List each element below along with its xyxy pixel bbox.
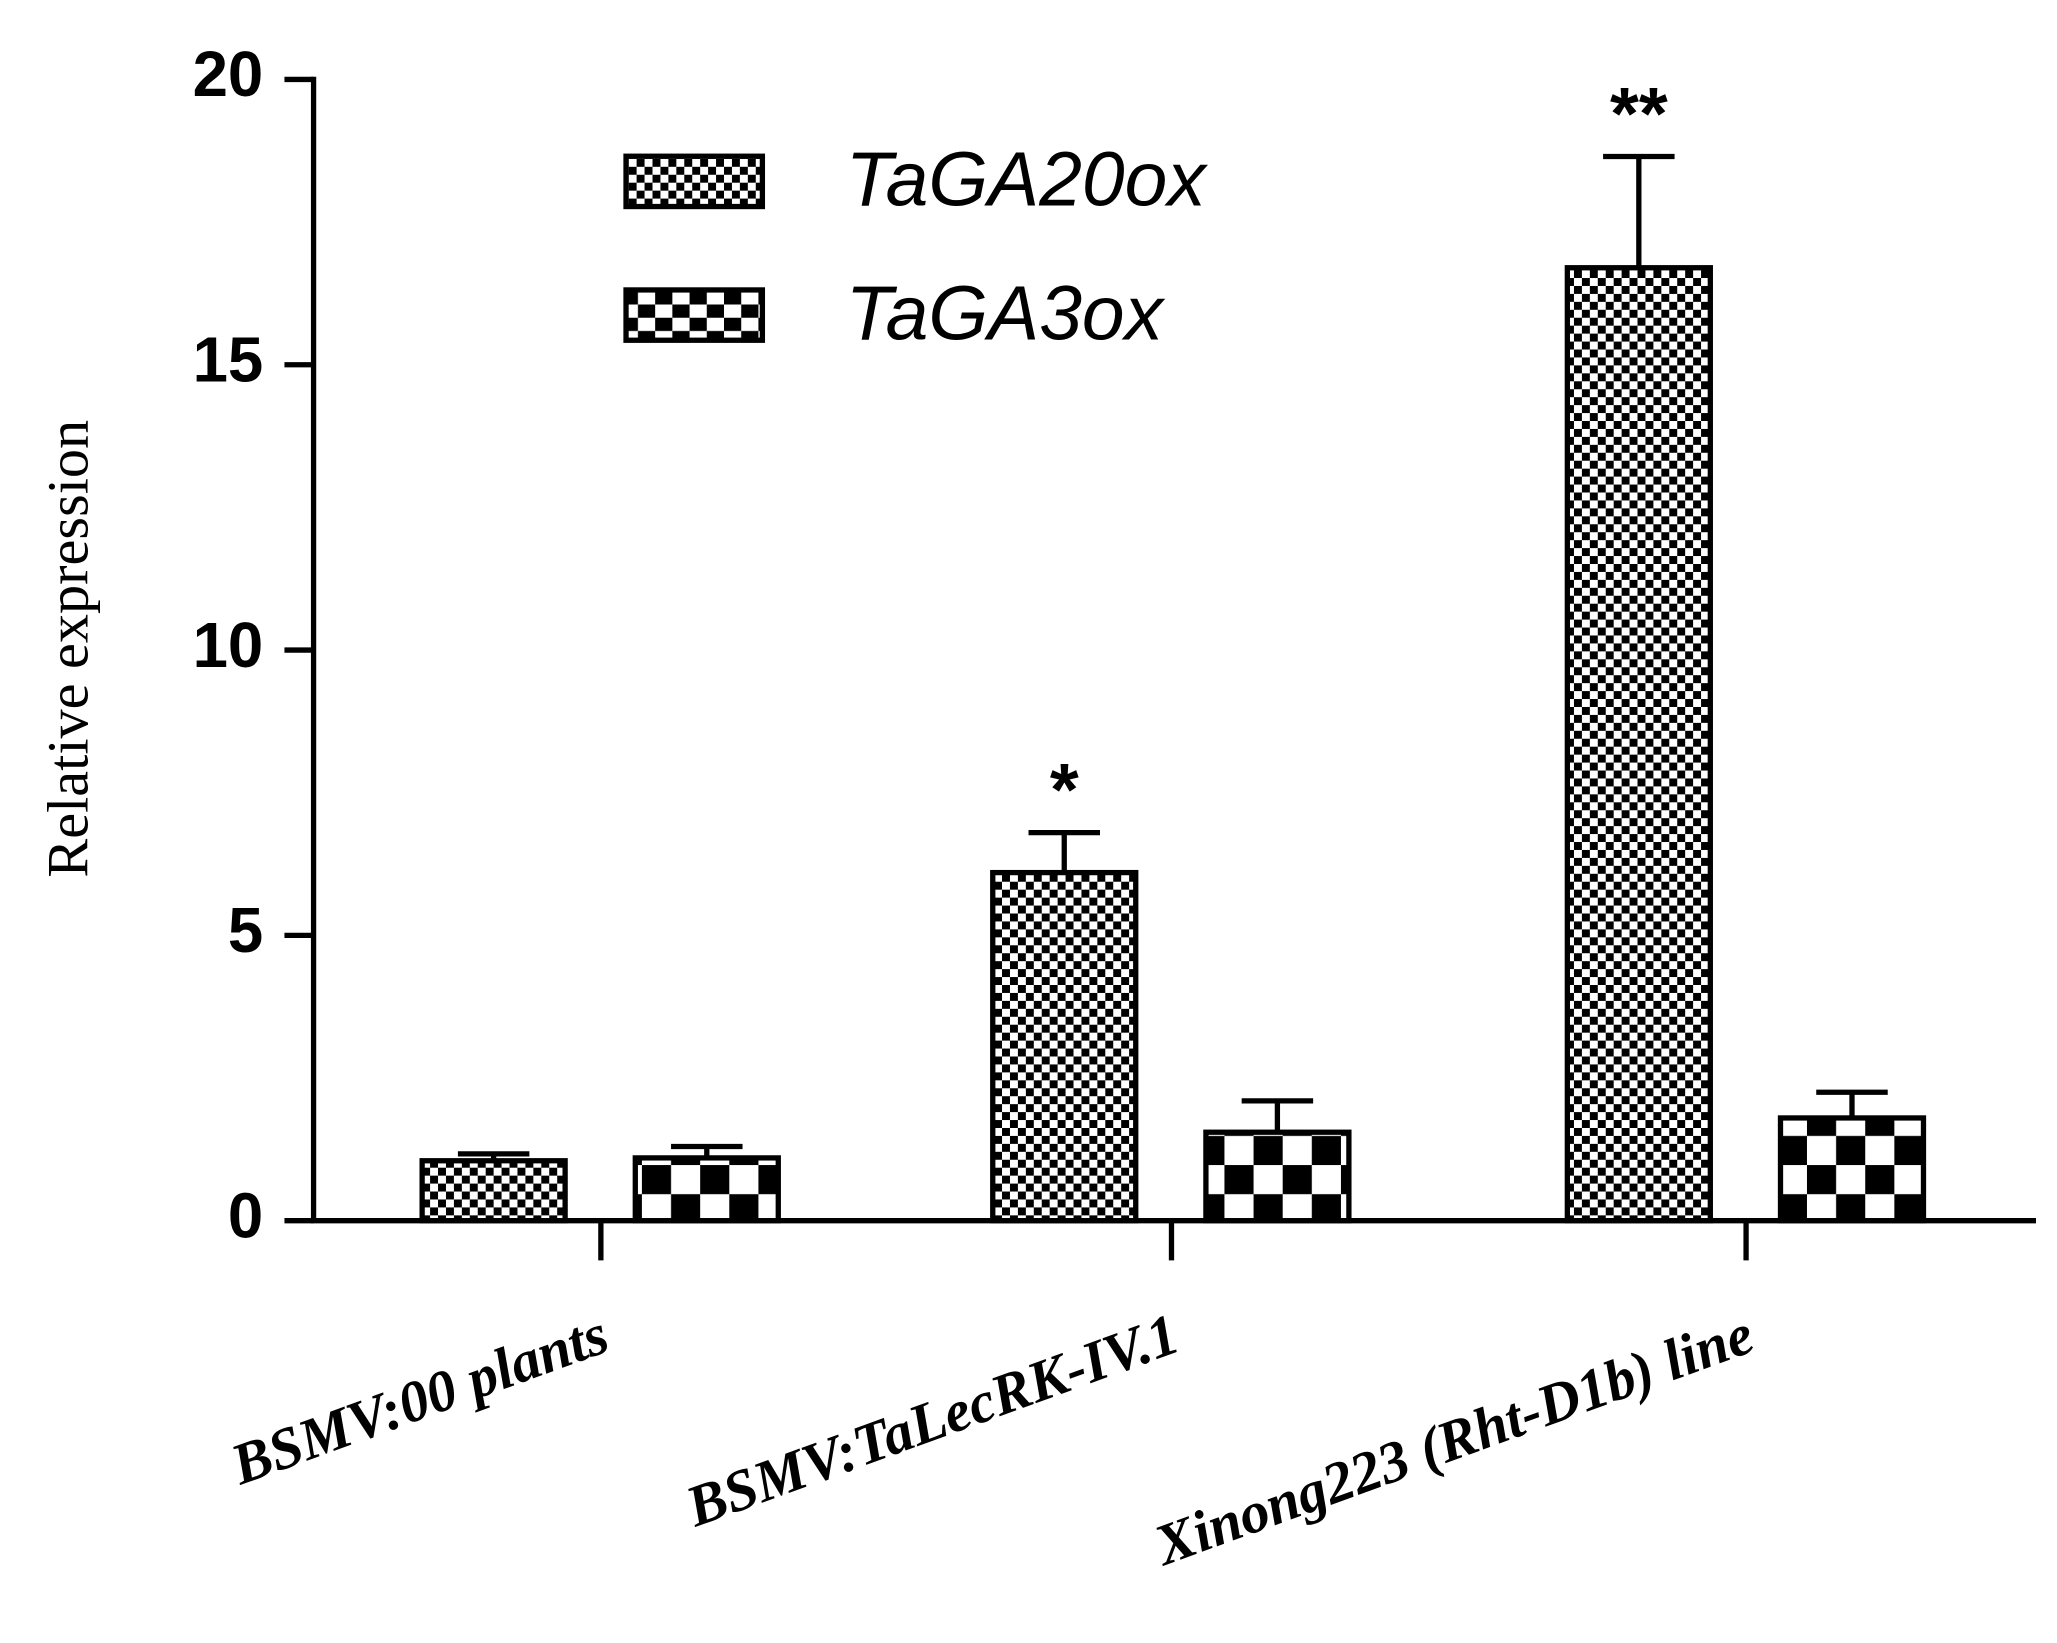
y-tick-label: 0	[228, 1180, 263, 1251]
bar	[1203, 1129, 1352, 1224]
legend-swatch	[623, 153, 766, 210]
y-tick-label: 10	[193, 610, 264, 681]
y-axis-label: Relative expression	[35, 420, 100, 878]
y-tick-label: 15	[193, 325, 264, 396]
bar	[419, 1158, 568, 1224]
legend-swatch	[623, 287, 766, 343]
bar	[1777, 1115, 1927, 1224]
legend-label: TaGA20ox	[846, 137, 1209, 223]
bar	[1564, 265, 1713, 1224]
bar	[990, 869, 1139, 1224]
significance-label: *	[1050, 748, 1079, 831]
y-tick-label: 20	[193, 39, 264, 110]
legend-label: TaGA3ox	[846, 270, 1166, 356]
x-tick-label: Xinong223 (Rht-D1b) line	[1145, 1301, 1762, 1579]
y-tick-label: 5	[228, 895, 263, 966]
x-tick-label: BSMV:00 plants	[222, 1301, 617, 1498]
significance-label: **	[1610, 72, 1668, 155]
x-tick-label: BSMV:TaLecRK-IV.1	[677, 1301, 1187, 1540]
bar	[632, 1155, 781, 1224]
